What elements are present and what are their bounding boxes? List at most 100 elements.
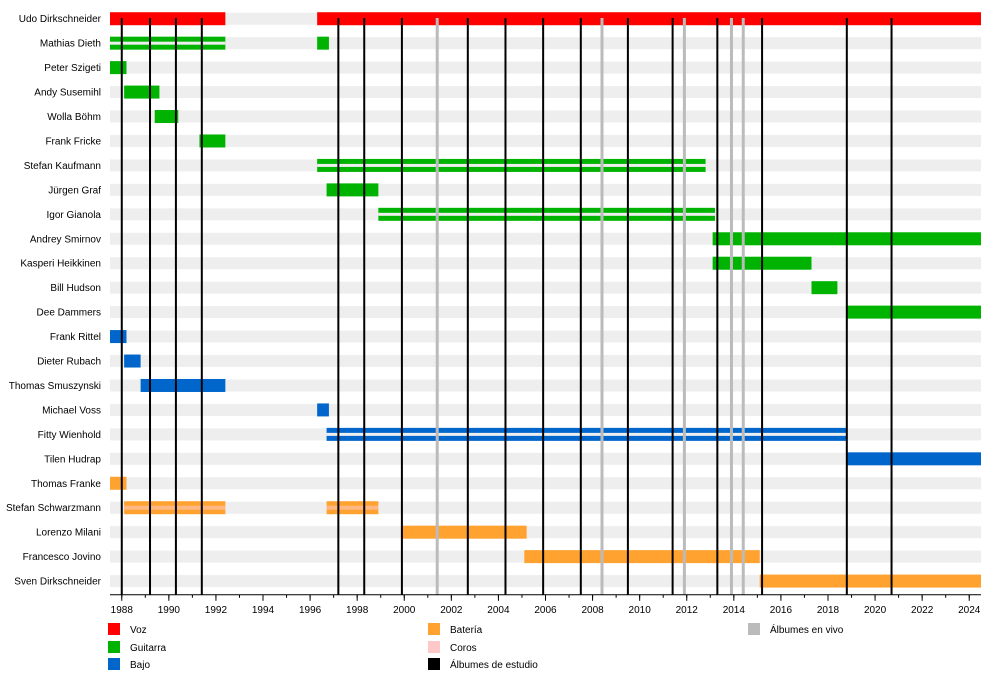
member-bar-voz <box>317 12 982 26</box>
member-bar-voz <box>110 12 226 26</box>
member-name: Frank Rittel <box>50 332 101 343</box>
row-stripe <box>110 110 981 123</box>
member-bar-bajo <box>317 403 329 417</box>
row-stripe <box>110 330 981 343</box>
member-name: Kasperi Heikkinen <box>20 259 101 270</box>
member-name: Stefan Kaufmann <box>24 161 101 172</box>
x-tick-label: 1988 <box>111 605 134 616</box>
row-stripe <box>110 61 981 74</box>
member-bar-bateria <box>401 525 527 539</box>
bar-split-gap <box>317 163 706 167</box>
legend: Voz Guitarra Bajo Batería Coros Álbumes de es… <box>108 623 844 671</box>
legend-swatch-guitarra <box>108 641 120 653</box>
member-bar-guitarra <box>317 36 329 50</box>
row-stripe <box>110 452 981 465</box>
member-bar-guitarra <box>326 183 379 197</box>
row-stripe <box>110 355 981 368</box>
member-name: Andy Susemihl <box>34 88 101 99</box>
x-tick-label: 1990 <box>158 605 181 616</box>
member-name: Bill Hudson <box>50 283 101 294</box>
member-bar-guitarra <box>124 85 160 99</box>
member-bar-bajo <box>140 378 226 392</box>
row-stripe <box>110 477 981 490</box>
member-name: Thomas Smuszynski <box>9 381 101 392</box>
member-name: Igor Gianola <box>47 210 102 221</box>
legend-label-vivo: Álbumes en vivo <box>770 623 844 636</box>
x-tick-label: 2002 <box>440 605 463 616</box>
legend-label-guitarra: Guitarra <box>130 643 167 654</box>
x-tick-label: 2018 <box>817 605 840 616</box>
member-bars <box>110 12 982 588</box>
coros-overlay <box>326 505 379 510</box>
x-tick-label: 2004 <box>487 605 510 616</box>
member-bar-guitarra <box>199 134 226 148</box>
x-tick-label: 1996 <box>299 605 322 616</box>
member-names: Udo Dirkschneider Mathias Dieth Peter Szig… <box>6 14 102 587</box>
x-tick-label: 2010 <box>629 605 652 616</box>
legend-swatch-vivo <box>748 623 760 635</box>
member-name: Udo Dirkschneider <box>19 14 102 25</box>
legend-label-bateria: Batería <box>450 625 483 636</box>
legend-swatch-voz <box>108 623 120 635</box>
member-name: Wolla Böhm <box>47 112 101 123</box>
member-bar-bateria <box>759 574 981 588</box>
x-tick-label: 2016 <box>770 605 793 616</box>
member-bar-bajo <box>124 354 141 368</box>
member-bar-guitarra <box>811 281 838 295</box>
row-stripe <box>110 183 981 196</box>
member-name: Dieter Rubach <box>37 357 101 368</box>
legend-label-voz: Voz <box>130 625 147 636</box>
member-bar-bajo <box>110 330 127 344</box>
member-name: Fitty Wienhold <box>38 430 101 441</box>
member-name: Stefan Schwarzmann <box>6 503 101 514</box>
member-name: Sven Dirkschneider <box>14 577 101 588</box>
x-tick-label: 1992 <box>205 605 228 616</box>
legend-label-bajo: Bajo <box>130 660 150 671</box>
x-tick-label: 1998 <box>346 605 369 616</box>
legend-swatch-coros <box>428 641 440 653</box>
legend-label-coros: Coros <box>450 643 477 654</box>
row-stripe <box>110 306 981 319</box>
x-tick-label: 2008 <box>581 605 604 616</box>
coros-overlay <box>124 505 226 510</box>
member-bar-bateria <box>110 476 127 490</box>
row-stripe <box>110 379 981 392</box>
bar-split-gap <box>110 41 226 45</box>
x-tick-label: 2000 <box>393 605 416 616</box>
x-tick-label: 1994 <box>252 605 275 616</box>
album-lines <box>120 18 893 595</box>
member-name: Mathias Dieth <box>40 39 101 50</box>
member-name: Michael Voss <box>42 405 101 416</box>
legend-swatch-bateria <box>428 623 440 635</box>
bar-split-gap <box>326 432 847 436</box>
x-tick-label: 2022 <box>911 605 934 616</box>
row-stripe <box>110 403 981 416</box>
member-bar-bateria <box>524 550 760 564</box>
legend-swatch-estudio <box>428 658 440 670</box>
member-name: Lorenzo Milani <box>36 528 101 539</box>
member-name: Tilen Hudrap <box>44 454 101 465</box>
bar-split-gap <box>378 212 715 216</box>
row-stripe <box>110 134 981 147</box>
legend-label-estudio: Álbumes de estudio <box>450 658 538 671</box>
member-name: Frank Fricke <box>45 136 101 147</box>
row-stripe <box>110 257 981 270</box>
row-stripe <box>110 37 981 50</box>
x-tick-label: 2006 <box>534 605 557 616</box>
row-stripes <box>110 12 981 588</box>
row-stripe <box>110 86 981 99</box>
member-bar-guitarra <box>110 61 127 75</box>
member-name: Dee Dammers <box>37 308 101 319</box>
member-bar-guitarra <box>154 110 179 124</box>
member-name: Jürgen Graf <box>48 185 101 196</box>
row-stripe <box>110 281 981 294</box>
row-stripe <box>110 526 981 539</box>
legend-swatch-bajo <box>108 658 120 670</box>
row-stripe <box>110 501 981 514</box>
member-name: Andrey Smirnov <box>30 234 101 245</box>
x-tick-label: 2014 <box>723 605 746 616</box>
member-name: Thomas Franke <box>31 479 101 490</box>
member-bar-bajo <box>846 452 981 466</box>
member-bar-guitarra <box>846 305 981 319</box>
